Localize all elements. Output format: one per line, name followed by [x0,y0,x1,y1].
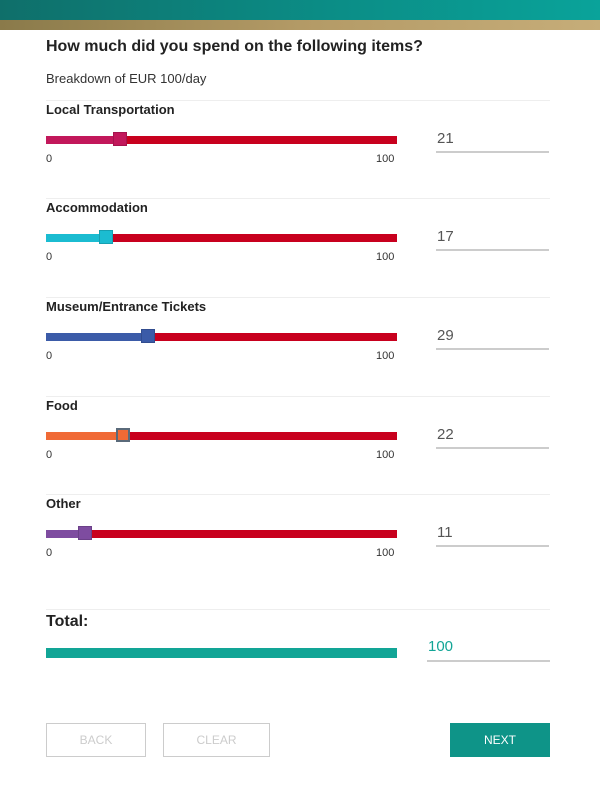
back-button[interactable]: BACK [46,723,146,757]
slider-max-label: 100 [376,350,395,362]
item-label: Local Transportation [46,102,175,117]
slider-handle[interactable] [140,329,155,343]
slider-max-label: 100 [376,449,395,461]
item-other: Other 0 100 [46,494,550,593]
total-value: 100 [427,638,550,662]
slider-max-label: 100 [376,153,395,165]
slider-handle[interactable] [77,526,92,540]
slider-fill [46,136,120,144]
value-input[interactable] [436,125,549,153]
value-input[interactable] [436,519,549,547]
slider-fill [46,432,124,440]
slider-track[interactable] [46,230,397,244]
clear-button[interactable]: CLEAR [163,723,270,757]
value-input[interactable] [436,223,549,251]
slider-handle[interactable] [98,230,113,244]
item-accommodation: Accommodation 0 100 [46,198,550,297]
item-food: Food 0 100 [46,396,550,495]
slider-min-label: 0 [46,153,53,165]
slider-fill [46,333,148,341]
item-museum-entrance-tickets: Museum/Entrance Tickets 0 100 [46,297,550,396]
total-bar [46,648,397,658]
item-label: Accommodation [46,200,148,215]
slider-fill [46,234,106,242]
slider-min-label: 0 [46,547,53,559]
slider-handle[interactable] [116,428,131,442]
slider-min-label: 0 [46,350,53,362]
slider-track[interactable] [46,428,397,442]
total-label: Total: [46,613,89,630]
value-input[interactable] [436,421,549,449]
header-accent-stripe [0,20,600,30]
question-title: How much did you spend on the following … [46,38,423,55]
slider-min-label: 0 [46,251,53,263]
slider-fill [46,530,85,538]
total-section: Total: 100 [46,609,550,670]
value-input[interactable] [436,322,549,350]
item-label: Food [46,398,78,413]
slider-track[interactable] [46,329,397,343]
item-local-transportation: Local Transportation 0 100 [46,100,550,199]
slider-min-label: 0 [46,449,53,461]
item-label: Museum/Entrance Tickets [46,299,207,314]
slider-track[interactable] [46,526,397,540]
slider-track[interactable] [46,132,397,146]
next-button[interactable]: NEXT [450,723,550,757]
question-subtitle: Breakdown of EUR 100/day [46,71,207,86]
slider-max-label: 100 [376,251,395,263]
slider-handle[interactable] [112,132,127,146]
item-label: Other [46,496,81,511]
slider-max-label: 100 [376,547,395,559]
header-bar [0,0,600,20]
